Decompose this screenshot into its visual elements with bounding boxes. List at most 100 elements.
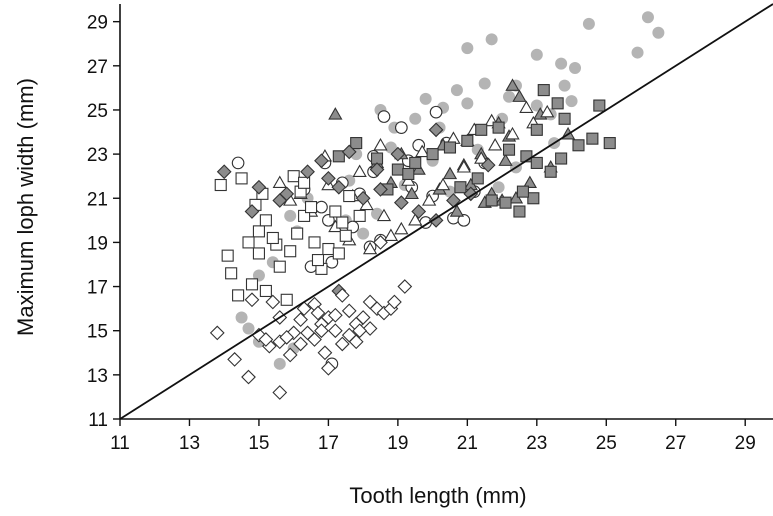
data-point-triangle <box>435 177 451 191</box>
data-point-square <box>311 254 325 267</box>
data-point-circle <box>558 79 571 92</box>
data-point-diamond <box>334 288 350 303</box>
data-point-triangle <box>449 204 465 217</box>
data-point-diamond <box>314 323 329 339</box>
data-point-diamond <box>216 164 232 180</box>
data-point-square <box>332 150 345 163</box>
x-tick-label: 13 <box>179 433 200 454</box>
data-point-diamond <box>393 195 409 211</box>
data-point-circle <box>273 357 286 370</box>
data-point-diamond <box>286 325 302 341</box>
data-point-diamond <box>362 294 378 310</box>
data-point-circle <box>315 200 328 214</box>
data-point-triangle <box>540 104 555 118</box>
data-point-diamond <box>362 321 378 336</box>
data-point-circle <box>565 95 578 108</box>
data-point-circle <box>569 62 582 75</box>
data-point-diamond <box>411 204 427 219</box>
data-point-triangle <box>456 160 472 173</box>
data-point-square <box>332 247 345 260</box>
data-point-square <box>485 194 498 207</box>
data-point-diamond <box>317 345 333 361</box>
data-point-diamond <box>209 325 225 341</box>
x-axis-title: Tooth length (mm) <box>349 483 526 508</box>
data-point-diamond <box>331 179 347 195</box>
y-tick-label: 29 <box>87 13 108 34</box>
data-point-square <box>572 139 585 152</box>
data-point-circle <box>419 92 432 105</box>
x-tick-label: 25 <box>596 433 617 454</box>
data-point-square <box>409 156 422 169</box>
data-point-diamond <box>390 146 406 162</box>
data-point-square <box>537 84 550 97</box>
data-point-square <box>284 245 297 258</box>
data-point-diamond <box>428 122 444 138</box>
data-point-square <box>391 163 404 176</box>
x-tick-label: 23 <box>526 433 547 454</box>
data-point-square <box>308 236 321 249</box>
data-point-circle <box>503 90 516 103</box>
data-point-square <box>586 132 599 145</box>
x-tick-label: 21 <box>457 433 478 454</box>
data-point-triangle <box>394 221 409 235</box>
data-point-triangle <box>328 107 343 120</box>
data-point-square <box>461 134 474 147</box>
y-tick-label: 15 <box>87 322 108 343</box>
data-point-triangle <box>512 89 527 102</box>
data-point-diamond <box>355 190 371 206</box>
data-point-diamond <box>369 162 385 177</box>
data-point-diamond <box>373 182 388 197</box>
data-point-triangle <box>352 164 367 177</box>
data-point-diamond <box>387 294 402 310</box>
data-point-triangle <box>519 100 534 113</box>
data-point-triangle <box>421 193 437 206</box>
data-point-diamond <box>310 305 326 321</box>
data-point-diamond <box>282 347 298 363</box>
data-point-diamond <box>279 329 295 345</box>
data-point-square <box>558 112 571 125</box>
data-point-diamond <box>341 303 357 319</box>
data-point-diamond <box>265 294 281 310</box>
data-point-triangle <box>498 153 513 166</box>
data-point-square <box>291 227 304 240</box>
data-point-diamond <box>355 310 371 325</box>
data-points <box>209 11 665 400</box>
data-point-diamond <box>334 336 350 352</box>
data-point-square <box>242 236 255 249</box>
data-point-square <box>471 172 484 185</box>
data-point-diamond <box>397 279 413 294</box>
data-point-diamond <box>307 332 322 347</box>
data-point-square <box>443 141 457 154</box>
data-point-square <box>454 181 467 194</box>
data-point-square <box>252 247 265 260</box>
data-point-diamond <box>272 385 288 400</box>
data-point-square <box>287 170 300 183</box>
y-tick-label: 17 <box>87 278 108 299</box>
data-point-circle <box>357 227 370 240</box>
data-point-square <box>353 209 366 222</box>
data-point-triangle <box>474 151 489 164</box>
data-point-triangle <box>272 175 287 189</box>
data-point-square <box>304 201 318 214</box>
data-point-triangle <box>376 208 392 222</box>
data-point-triangle <box>362 241 378 255</box>
data-point-diamond <box>428 212 444 228</box>
y-tick-label: 11 <box>88 410 108 431</box>
x-tick-label: 17 <box>318 433 339 454</box>
data-point-diamond <box>352 323 368 339</box>
data-point-circle <box>485 33 498 46</box>
data-point-diamond <box>227 352 243 367</box>
y-tick-label: 13 <box>87 366 108 387</box>
data-point-square <box>516 185 529 198</box>
data-point-diamond <box>296 301 312 317</box>
data-point-diamond <box>241 369 256 385</box>
data-point-square <box>266 231 279 245</box>
data-point-circle <box>530 48 543 61</box>
data-point-square <box>245 278 259 291</box>
data-point-circle <box>631 46 644 59</box>
data-point-square <box>343 189 356 203</box>
data-point-square <box>221 249 234 262</box>
y-tick-label: 27 <box>87 57 108 78</box>
data-point-circle <box>461 42 474 55</box>
